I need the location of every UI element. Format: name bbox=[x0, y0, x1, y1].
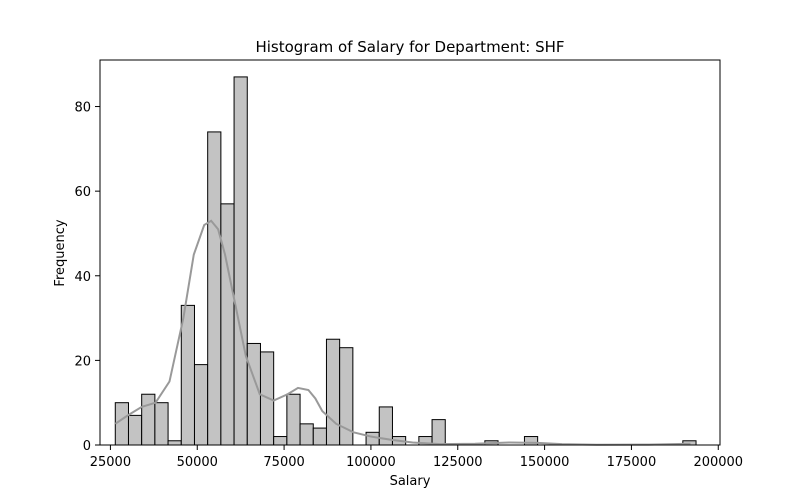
histogram-bar bbox=[141, 393, 156, 446]
y-axis-title: Frequency bbox=[53, 219, 68, 286]
x-axis: 25000 50000 75000 100000 125000 150000 175000 2… bbox=[90, 445, 743, 470]
y-axis: 0 20 40 60 80 bbox=[74, 101, 100, 454]
bars-layer bbox=[114, 76, 697, 446]
histogram-bar bbox=[273, 436, 288, 446]
y-tick-label: 0 bbox=[83, 439, 91, 454]
histogram-bar bbox=[299, 423, 314, 446]
y-tick-label: 40 bbox=[74, 270, 91, 285]
x-tick-label: 25000 bbox=[90, 455, 131, 470]
x-tick-label: 150000 bbox=[520, 455, 570, 470]
histogram-bar bbox=[127, 414, 143, 446]
x-tick-label: 175000 bbox=[607, 455, 657, 470]
plot-frame bbox=[99, 59, 721, 446]
histogram-bar bbox=[167, 440, 182, 446]
kde-curve bbox=[114, 219, 691, 446]
chart-title: Histogram of Salary for Department: SHF bbox=[255, 38, 564, 56]
histogram-bar bbox=[246, 342, 261, 446]
y-tick-label: 80 bbox=[74, 101, 91, 116]
histogram-bar bbox=[220, 203, 235, 446]
histogram-bar bbox=[154, 402, 169, 446]
histogram-bar bbox=[193, 364, 209, 446]
y-tick-label: 60 bbox=[74, 185, 91, 200]
histogram-bar bbox=[312, 427, 327, 446]
histogram-bar bbox=[180, 304, 195, 446]
x-tick-label: 200000 bbox=[693, 455, 743, 470]
histogram-bar bbox=[114, 402, 129, 446]
histogram-bar bbox=[207, 131, 222, 446]
histogram-bar bbox=[365, 431, 380, 446]
x-tick-label: 50000 bbox=[177, 455, 218, 470]
histogram-bar bbox=[431, 419, 446, 446]
x-axis-title: Salary bbox=[390, 474, 431, 489]
histogram-bar bbox=[233, 76, 248, 446]
y-tick-label: 20 bbox=[74, 354, 91, 369]
histogram-bar bbox=[286, 393, 301, 446]
x-tick-label: 125000 bbox=[433, 455, 483, 470]
x-tick-label: 100000 bbox=[346, 455, 396, 470]
histogram-bar bbox=[325, 338, 341, 446]
x-tick-label: 75000 bbox=[263, 455, 304, 470]
